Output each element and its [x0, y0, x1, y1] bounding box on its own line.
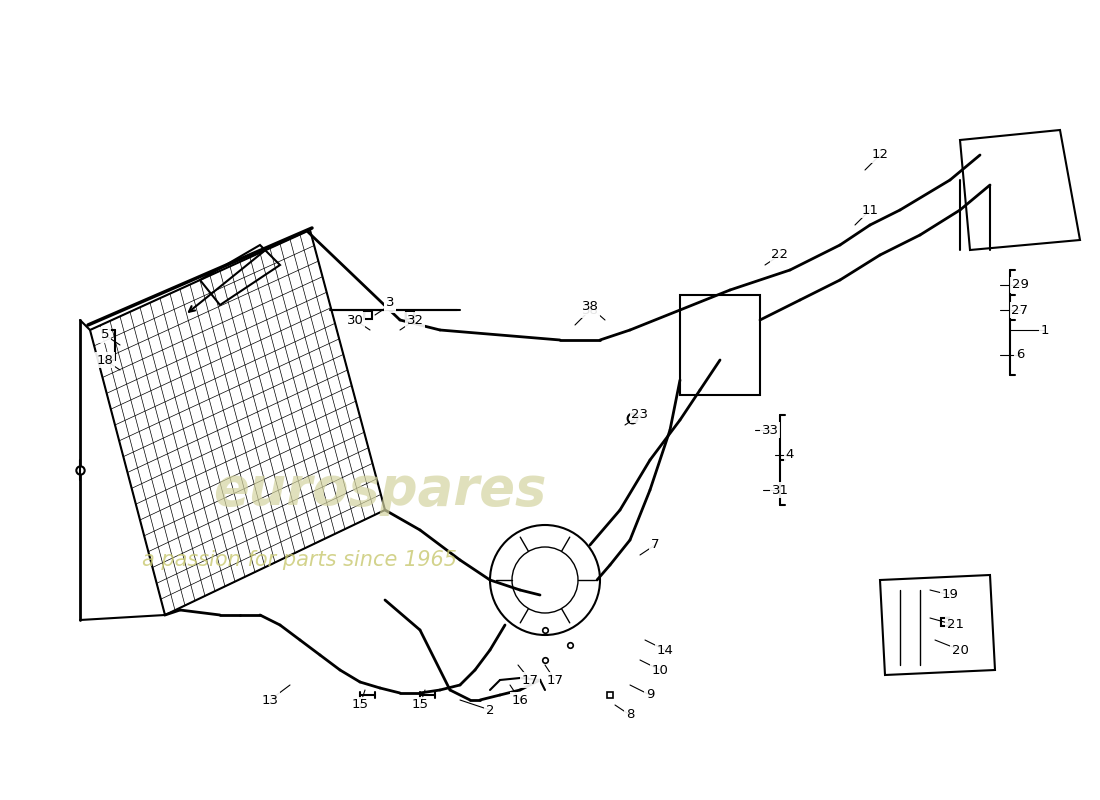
Text: 20: 20 [952, 643, 968, 657]
Text: 23: 23 [631, 409, 649, 422]
Text: 29: 29 [1012, 278, 1028, 291]
Text: 17: 17 [521, 674, 539, 686]
Text: 21: 21 [946, 618, 964, 631]
Text: eurospares: eurospares [213, 464, 547, 516]
Text: 3: 3 [386, 295, 394, 309]
Text: 19: 19 [942, 589, 958, 602]
Text: 2: 2 [486, 703, 494, 717]
Text: 12: 12 [871, 149, 889, 162]
Text: 13: 13 [262, 694, 278, 706]
Text: 14: 14 [657, 643, 673, 657]
Text: 9: 9 [646, 689, 654, 702]
Text: 10: 10 [651, 663, 669, 677]
Text: 4: 4 [785, 449, 794, 462]
Text: a passion for parts since 1965: a passion for parts since 1965 [143, 550, 458, 570]
Text: 27: 27 [1012, 303, 1028, 317]
Text: 1: 1 [1041, 323, 1049, 337]
Text: 3: 3 [386, 298, 394, 311]
Text: 30: 30 [346, 314, 363, 326]
Text: 22: 22 [771, 249, 789, 262]
Text: 15: 15 [411, 698, 429, 711]
Text: 7: 7 [651, 538, 659, 551]
Text: 32: 32 [407, 314, 424, 326]
Text: 11: 11 [861, 203, 879, 217]
Text: 5: 5 [101, 329, 109, 342]
Text: 18: 18 [97, 354, 113, 366]
Text: 33: 33 [761, 423, 779, 437]
Text: 31: 31 [771, 483, 789, 497]
Text: 17: 17 [547, 674, 563, 686]
Text: 8: 8 [626, 709, 635, 722]
Text: 15: 15 [352, 698, 368, 711]
Text: 6: 6 [1015, 349, 1024, 362]
Text: 16: 16 [512, 694, 528, 706]
Text: 38: 38 [582, 303, 598, 317]
Text: 38: 38 [582, 301, 598, 314]
